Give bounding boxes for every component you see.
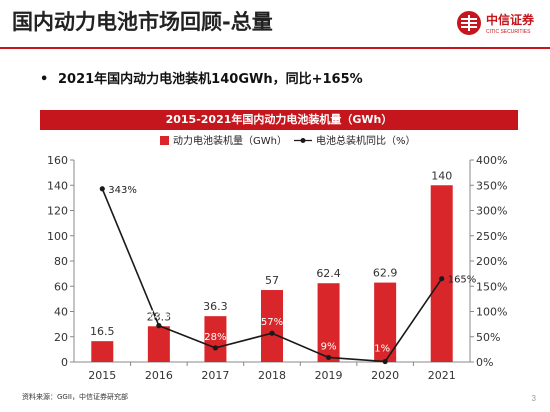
y-tick-label: 160 xyxy=(47,154,68,167)
growth-point xyxy=(156,323,162,329)
growth-point xyxy=(212,345,219,351)
growth-point xyxy=(99,186,105,192)
growth-value-label: 165% xyxy=(448,275,477,286)
growth-point xyxy=(269,330,275,336)
logo-name-en: CITIC SECURITIES xyxy=(486,29,531,35)
legend-line-label: 电池总装机同比（%） xyxy=(316,134,416,147)
page-title: 国内动力电池市场回顾-总量 xyxy=(12,10,273,34)
legend-line-marker xyxy=(300,138,306,143)
y2-tick-label: 100% xyxy=(476,306,507,319)
x-tick-label: 2018 xyxy=(258,369,286,382)
growth-value-label: 57% xyxy=(261,317,283,328)
growth-point xyxy=(439,276,445,282)
logo-name-cn: 中信证券 xyxy=(486,13,535,27)
growth-value-label: 9% xyxy=(321,341,337,352)
y2-tick-label: 250% xyxy=(476,230,507,243)
brand-logo: 中信证券 CITIC SECURITIES xyxy=(456,8,540,46)
y-tick-label: 20 xyxy=(54,331,68,344)
y2-tick-label: 200% xyxy=(476,255,507,268)
bar xyxy=(147,326,170,362)
x-tick-label: 2020 xyxy=(371,369,399,382)
bar-value-label: 57 xyxy=(265,274,279,287)
legend-bar-label: 动力电池装机量（GWh） xyxy=(173,134,287,147)
bar-value-label: 140 xyxy=(431,169,452,182)
bar xyxy=(204,316,227,362)
source-note: 资料来源：GGII，中信证券研究部 xyxy=(22,393,128,401)
bar-value-label: 16.5 xyxy=(90,325,115,338)
legend-bar-swatch xyxy=(160,136,169,145)
summary-bullet: • 2021年国内动力电池装机140GWh，同比+165% xyxy=(40,68,363,87)
x-tick-label: 2016 xyxy=(145,369,173,382)
y2-tick-label: 150% xyxy=(476,280,507,293)
chart-title: 2015-2021年国内动力电池装机量（GWh） xyxy=(40,110,518,130)
page-number: 3 xyxy=(531,394,536,403)
bar-value-label: 62.9 xyxy=(373,267,398,280)
bar xyxy=(374,282,397,362)
y-tick-label: 40 xyxy=(54,306,68,319)
y2-tick-label: 300% xyxy=(476,205,507,218)
y-tick-label: 60 xyxy=(54,280,68,293)
bar xyxy=(430,185,453,362)
growth-point xyxy=(382,358,388,365)
summary-bullet-text: 2021年国内动力电池装机140GWh，同比+165% xyxy=(58,72,363,87)
bar xyxy=(91,341,114,362)
bar xyxy=(317,283,340,362)
y2-tick-label: 350% xyxy=(476,179,507,192)
y-tick-label: 100 xyxy=(47,230,68,243)
y-tick-label: 140 xyxy=(47,179,68,192)
x-tick-label: 2015 xyxy=(88,369,116,382)
growth-point xyxy=(325,354,332,361)
growth-value-label: 343% xyxy=(108,185,137,196)
bar-value-label: 28.3 xyxy=(147,310,172,323)
y2-tick-label: 0% xyxy=(476,356,493,369)
bar xyxy=(261,290,283,362)
y2-tick-label: 50% xyxy=(476,331,500,344)
x-tick-label: 2021 xyxy=(428,369,456,382)
x-tick-label: 2019 xyxy=(315,369,343,382)
x-tick-label: 2017 xyxy=(201,369,229,382)
bar-value-label: 36.3 xyxy=(203,300,228,313)
y2-tick-label: 400% xyxy=(476,154,507,167)
bullet-dot-icon: • xyxy=(40,72,49,87)
bar-value-label: 62.4 xyxy=(316,267,341,280)
growth-value-label: 1% xyxy=(374,343,390,354)
y-tick-label: 120 xyxy=(47,205,68,218)
growth-value-label: 28% xyxy=(204,332,226,343)
growth-value-label: 72% xyxy=(148,310,170,321)
y-tick-label: 80 xyxy=(54,255,68,268)
y-tick-label: 0 xyxy=(61,356,68,369)
citic-logo-icon xyxy=(457,11,481,35)
header-divider xyxy=(0,47,550,49)
